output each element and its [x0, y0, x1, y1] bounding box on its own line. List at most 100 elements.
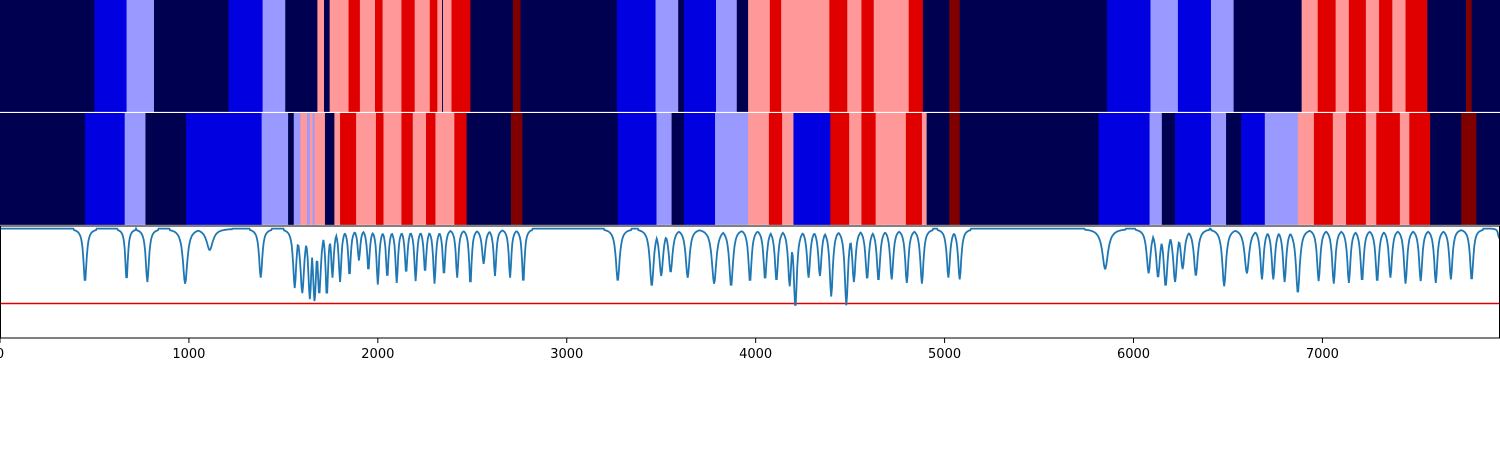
- x-tick-label: 7000: [1306, 347, 1339, 362]
- heatmap-segment: [748, 0, 771, 112]
- heatmap-segment: [1461, 113, 1477, 225]
- heatmap-segment: [1427, 0, 1467, 112]
- heatmap-segment: [748, 113, 770, 225]
- heatmap-segment: [656, 113, 672, 225]
- heatmap-segment: [1175, 113, 1212, 225]
- heatmap-segment: [1409, 113, 1431, 225]
- heatmap-segment: [401, 0, 416, 112]
- heatmap-segment: [324, 113, 335, 225]
- heatmap-segment: [769, 0, 782, 112]
- x-tick-label: 0: [0, 347, 4, 362]
- heatmap-segment: [288, 113, 295, 225]
- heatmap-segment: [849, 113, 862, 225]
- heatmap-segment: [1399, 113, 1410, 225]
- heatmap-segment: [145, 113, 187, 225]
- heatmap-segment: [1317, 0, 1337, 112]
- heatmap-segment: [1471, 0, 1500, 112]
- heatmap-segment: [781, 0, 830, 112]
- heatmap-segment: [262, 0, 286, 112]
- heatmap-segment: [830, 113, 850, 225]
- x-tick-label: 3000: [550, 347, 583, 362]
- heatmap-segment: [1149, 113, 1163, 225]
- heatmap-segment: [1297, 113, 1315, 225]
- heatmap-segment: [617, 113, 657, 225]
- heatmap-segment: [323, 0, 331, 112]
- x-tick-label: 4000: [739, 347, 772, 362]
- heatmap-segment: [126, 0, 155, 112]
- heatmap-segment: [85, 113, 126, 225]
- heatmap-segment: [655, 0, 679, 112]
- heatmap-segment: [829, 0, 848, 112]
- heatmap-segment: [261, 113, 289, 225]
- heatmap-segment: [94, 0, 127, 112]
- heatmap-segment: [793, 113, 831, 225]
- heatmap-segment: [1313, 113, 1334, 225]
- heatmap-segment: [782, 113, 794, 225]
- heatmap-segment: [1161, 113, 1176, 225]
- x-tick-label: 5000: [928, 347, 961, 362]
- heatmap-segment: [861, 0, 875, 112]
- heatmap-segment: [908, 0, 924, 112]
- heatmap-segment: [926, 113, 950, 225]
- heatmap-segment: [1098, 113, 1150, 225]
- heatmap-segment: [949, 0, 961, 112]
- heatmap-segment: [312, 113, 315, 225]
- heatmap-segment: [1332, 113, 1347, 225]
- heatmap-segment: [356, 113, 377, 225]
- heatmap-segment: [285, 0, 318, 112]
- heatmap-segment: [414, 0, 431, 112]
- heatmap-segment: [671, 113, 685, 225]
- heatmap-segment: [768, 113, 783, 225]
- heatmap-segment: [1476, 113, 1500, 225]
- heatmap-segment: [1241, 113, 1266, 225]
- heatmap-segment: [1107, 0, 1151, 112]
- heatmap-segment: [300, 113, 308, 225]
- signal-panel-background: [0, 226, 1500, 339]
- heatmap-segment: [383, 113, 402, 225]
- heatmap-segment: [847, 0, 862, 112]
- x-tick-label: 2000: [361, 347, 394, 362]
- heatmap-segment: [959, 113, 1099, 225]
- heatmap-segment: [340, 113, 357, 225]
- heatmap-segment: [0, 0, 95, 112]
- x-axis: 0 1000 2000 3000 4000 5000 6000 7000: [0, 338, 1339, 362]
- heatmap-segment: [1348, 0, 1367, 112]
- heatmap-segment: [511, 113, 523, 225]
- heatmap-segment: [1226, 113, 1242, 225]
- heatmap-segment: [683, 0, 717, 112]
- x-tick-label: 1000: [172, 347, 205, 362]
- heatmap-segment: [0, 113, 86, 225]
- heatmap-segment: [306, 113, 311, 225]
- heatmap-track-middle: [0, 113, 1500, 225]
- heatmap-segment: [520, 0, 618, 112]
- heatmap-segment: [683, 113, 716, 225]
- heatmap-segment: [454, 113, 468, 225]
- x-tick-label: 6000: [1117, 347, 1150, 362]
- heatmap-segment: [435, 113, 455, 225]
- heatmap-segment: [153, 0, 229, 112]
- heatmap-segment: [437, 0, 443, 112]
- heatmap-segment: [348, 0, 361, 112]
- heatmap-segment: [873, 0, 910, 112]
- heatmap-segment: [1430, 113, 1462, 225]
- heatmap-segment: [1335, 0, 1350, 112]
- heatmap-segment: [616, 0, 656, 112]
- heatmap-segment: [959, 0, 1108, 112]
- heatmap-segment: [922, 0, 950, 112]
- heatmap-segment: [1365, 0, 1380, 112]
- heatmap-segment: [1346, 113, 1367, 225]
- heatmap-segment: [375, 113, 384, 225]
- heatmap-segment: [293, 113, 301, 225]
- heatmap-segment: [949, 113, 961, 225]
- heatmap-segment: [451, 0, 471, 112]
- heatmap-segment: [1264, 113, 1299, 225]
- heatmap-segment: [466, 113, 512, 225]
- heatmap-segment: [314, 113, 326, 225]
- heatmap-segment: [678, 0, 685, 112]
- heatmap-segment: [715, 113, 749, 225]
- signal-line: [0, 226, 1500, 306]
- heatmap-segment: [512, 0, 521, 112]
- heatmap-segment: [736, 0, 749, 112]
- heatmap-segment: [905, 113, 923, 225]
- heatmap-segment: [861, 113, 877, 225]
